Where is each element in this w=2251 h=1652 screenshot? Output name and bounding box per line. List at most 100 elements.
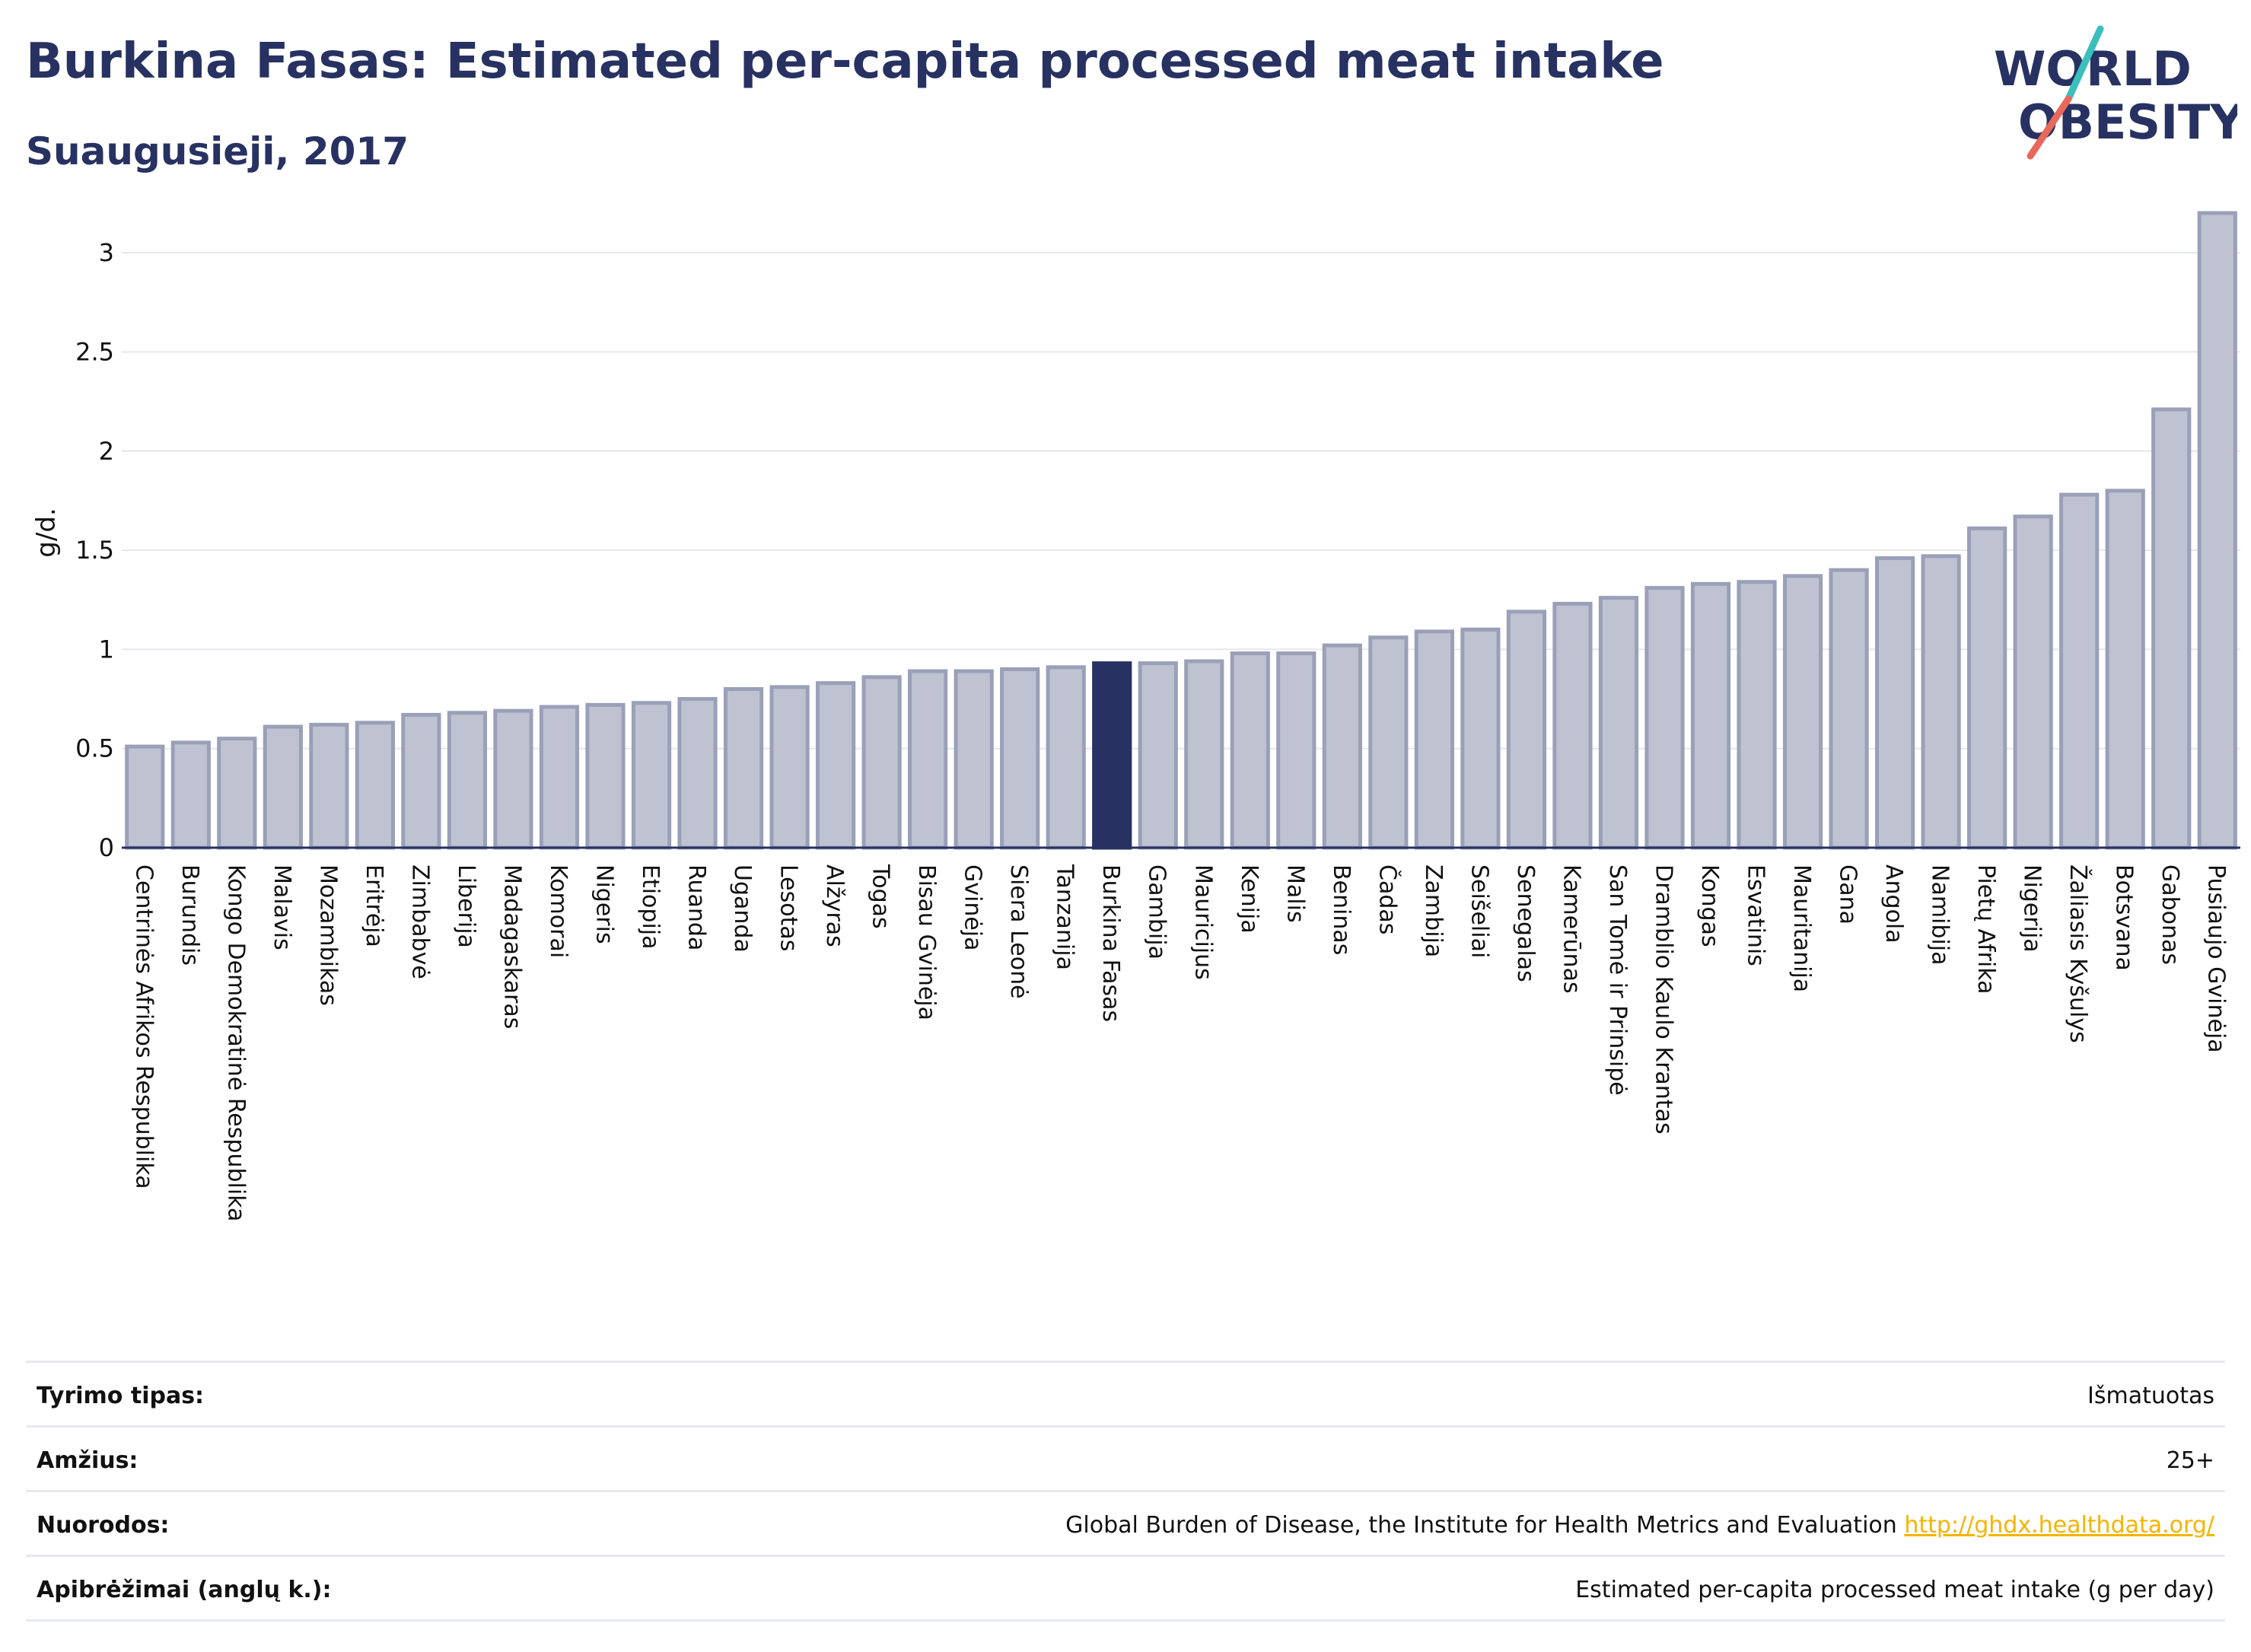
logo-slash-teal xyxy=(2065,25,2104,103)
bar xyxy=(1552,601,1593,850)
x-tick-label: Togas xyxy=(868,864,894,929)
x-tick-label: Siera Leonė xyxy=(1005,864,1032,999)
bar xyxy=(125,744,165,850)
bar xyxy=(1046,665,1086,850)
x-tick-label: Lesotas xyxy=(775,864,802,951)
x-tick-label: Liberija xyxy=(453,864,479,948)
logo-slash-coral xyxy=(2027,95,2072,160)
bar xyxy=(769,685,810,850)
x-tick-label: Botsvana xyxy=(2111,864,2138,971)
bar xyxy=(263,724,303,850)
y-tick-label: 1 xyxy=(99,635,114,664)
bar xyxy=(1874,555,1915,850)
x-tick-label: Kongo Demokratinė Respublika xyxy=(222,864,249,1221)
info-row: Tyrimo tipas: Išmatuotas xyxy=(26,1361,2225,1425)
world-obesity-logo: WORLD OBESITY xyxy=(1994,25,2237,160)
bar xyxy=(1737,580,1777,850)
bar xyxy=(217,737,257,850)
x-tick-label: Nigeris xyxy=(591,864,617,944)
x-tick-label: Malavis xyxy=(269,864,295,950)
info-label: Apibrėžimai (anglų k.): xyxy=(37,1577,332,1603)
x-tick-label: Kenija xyxy=(1236,864,1262,934)
info-row: Apibrėžimai (anglų k.): Estimated per-cap… xyxy=(26,1555,2225,1622)
x-tick-label: Angola xyxy=(1880,864,1907,944)
bar xyxy=(355,721,395,850)
info-value: Estimated per-capita processed meat inta… xyxy=(1575,1577,2214,1603)
info-value-text: Global Burden of Disease, the Institute … xyxy=(1065,1512,1905,1539)
bar xyxy=(1829,568,1869,850)
bar xyxy=(401,712,441,850)
info-value: 25+ xyxy=(2167,1447,2214,1474)
x-tick-label: Zimbabvė xyxy=(406,864,433,979)
bar xyxy=(861,675,902,850)
bar xyxy=(1967,526,2007,850)
info-label: Tyrimo tipas: xyxy=(37,1383,205,1409)
bar xyxy=(447,711,488,850)
bar xyxy=(1782,574,1823,850)
bar xyxy=(1276,651,1317,850)
x-tick-label: San Tomė ir Prinsipė xyxy=(1604,864,1631,1096)
x-tick-label: Namibija xyxy=(1927,864,1953,965)
y-axis: 0 0.5 1 1.5 2 2.5 3 xyxy=(75,238,114,862)
bar xyxy=(1414,629,1454,850)
info-label: Nuorodos: xyxy=(37,1512,170,1539)
bar xyxy=(1690,581,1731,850)
y-axis-label: g/d. xyxy=(31,508,62,557)
x-tick-label: Pusiaujo Gvinėja xyxy=(2203,864,2230,1053)
y-tick-label: 1.5 xyxy=(75,536,114,565)
x-tick-label: Nigerija xyxy=(2019,864,2046,953)
bar xyxy=(908,669,948,850)
x-tick-label: Seišeliai xyxy=(1466,864,1492,958)
bar xyxy=(1506,610,1547,850)
source-link[interactable]: http://ghdx.healthdata.org/ xyxy=(1904,1512,2214,1539)
bar xyxy=(1000,667,1040,850)
x-tick-label: Mauritanija xyxy=(1788,864,1815,992)
x-tick-label: Kongas xyxy=(1696,864,1723,947)
info-value-text: 25+ xyxy=(2166,1447,2214,1474)
x-tick-label: Alžyras xyxy=(821,864,848,947)
bar xyxy=(723,687,764,850)
x-tick-label: Pietų Afrika xyxy=(1972,864,1999,994)
y-tick-label: 0.5 xyxy=(75,734,114,763)
bar xyxy=(585,702,626,850)
x-tick-label: Centrinės Afrikos Respublika xyxy=(130,864,157,1189)
x-axis: Centrinės Afrikos Respublika Burundis Kong… xyxy=(122,846,2240,1221)
x-tick-label: Malis xyxy=(1282,864,1308,923)
bar xyxy=(1460,627,1501,850)
bar xyxy=(1368,635,1409,850)
x-tick-label: Etiopija xyxy=(637,864,664,950)
y-tick-label: 2 xyxy=(99,437,114,466)
bar xyxy=(954,669,994,850)
bar xyxy=(309,722,349,850)
bar xyxy=(2059,492,2100,850)
bar xyxy=(1921,554,1961,850)
x-tick-label: Ruanda xyxy=(683,864,710,950)
y-tick-label: 0 xyxy=(99,833,114,862)
x-tick-label: Komorai xyxy=(545,864,572,958)
x-tick-label: Mozambikas xyxy=(314,864,341,1006)
bar xyxy=(1598,596,1639,850)
info-row: Nuorodos: Global Burden of Disease, the I… xyxy=(26,1490,2225,1555)
x-tick-label: Esvatinis xyxy=(1743,864,1769,966)
chart-subtitle: Suaugusieji, 2017 xyxy=(26,129,409,173)
bar xyxy=(815,681,856,850)
bar xyxy=(170,740,211,850)
info-value: Išmatuotas xyxy=(2087,1383,2214,1409)
x-tick-label: Burkina Fasas xyxy=(1097,864,1124,1022)
x-tick-label: Čadas xyxy=(1374,864,1402,934)
bar xyxy=(631,701,672,850)
y-tick-label: 3 xyxy=(99,238,114,267)
bar xyxy=(2197,211,2237,850)
x-tick-label: Gvinėja xyxy=(960,864,986,951)
info-label: Amžius: xyxy=(37,1447,138,1474)
x-tick-label: Uganda xyxy=(729,864,756,953)
x-tick-label: Eritrėja xyxy=(361,864,387,947)
x-tick-label: Dramblio Kaulo Krantas xyxy=(1650,864,1676,1135)
info-value-text: Estimated per-capita processed meat inta… xyxy=(1575,1577,2214,1603)
bar xyxy=(677,697,718,850)
bar xyxy=(493,708,533,850)
bar-chart: 0 0.5 1 1.5 2 2.5 3 Centrinės Afrikos Respubli… xyxy=(31,211,2240,1221)
info-value: Global Burden of Disease, the Institute … xyxy=(1065,1512,2214,1539)
x-tick-label: Bisau Gvinėja xyxy=(913,864,940,1020)
x-tick-label: Žaliasis Kyšulys xyxy=(2065,864,2092,1043)
